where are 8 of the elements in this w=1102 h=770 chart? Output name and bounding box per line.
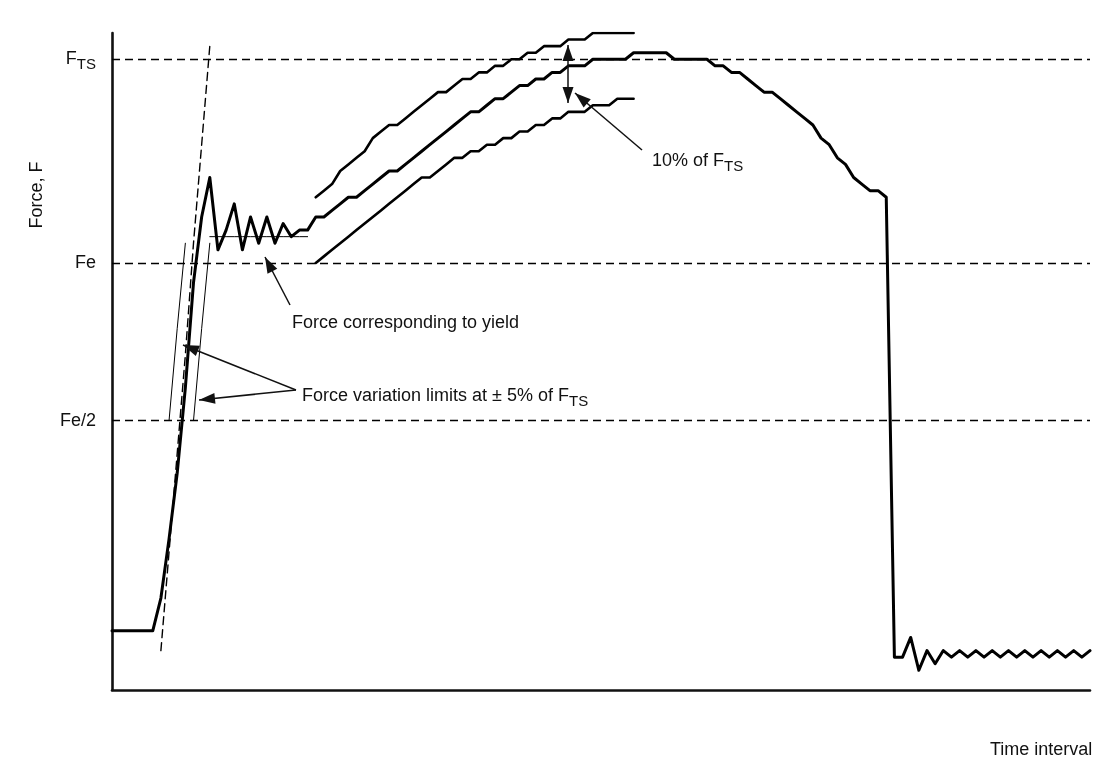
annotation: Force variation limits at ± 5% of F$_{TS}$	[302, 385, 589, 409]
x-axis-title: Time interval	[990, 739, 1093, 759]
ref-line-label: F$_{TS}$	[64, 48, 96, 72]
annotation: 10% of F$_{TS}$	[652, 150, 744, 174]
ref-line-label: Fe/2	[58, 409, 96, 430]
annotation: Force corresponding to yield	[292, 312, 520, 332]
ref-line-label: Fe	[74, 251, 96, 272]
y-axis-title: Force, F	[26, 161, 46, 229]
